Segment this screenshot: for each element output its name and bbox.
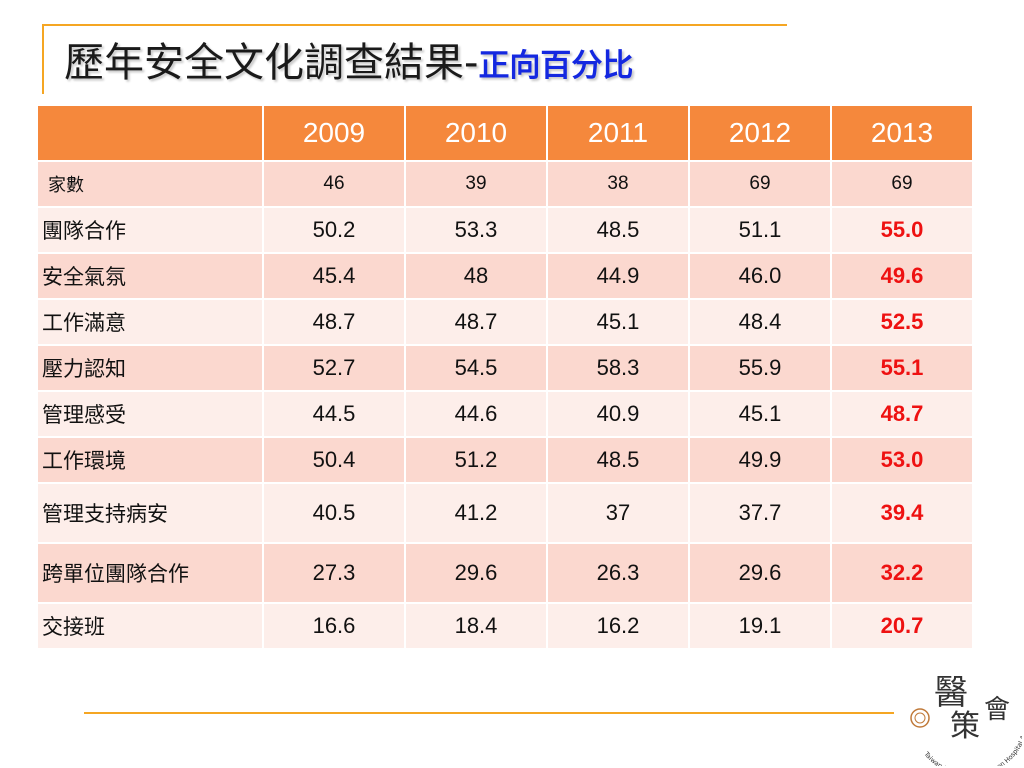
- table-cell: 39: [404, 160, 548, 208]
- table-cell: 44.5: [262, 390, 406, 438]
- table-row: 安全氣氛 45.4 48 44.9 46.0 49.6: [36, 252, 974, 300]
- table-cell: 55.9: [688, 344, 832, 392]
- highlight-cell: 49.6: [830, 252, 974, 300]
- table-cell: 52.7: [262, 344, 406, 392]
- table-cell: 45.1: [546, 298, 690, 346]
- highlight-cell: 53.0: [830, 436, 974, 484]
- row-label: 管理支持病安: [36, 482, 264, 544]
- title-subtitle: 正向百分比: [478, 48, 634, 84]
- table-cell: 18.4: [404, 602, 548, 650]
- highlight-cell: 52.5: [830, 298, 974, 346]
- table-cell: 48.7: [404, 298, 548, 346]
- header-corner-cell: [36, 104, 264, 162]
- table-cell: 50.4: [262, 436, 406, 484]
- table-row: 交接班 16.6 18.4 16.2 19.1 20.7: [36, 602, 974, 650]
- table-cell: 69: [830, 160, 974, 208]
- table-cell: 48: [404, 252, 548, 300]
- table-cell: 44.6: [404, 390, 548, 438]
- row-label: 工作滿意: [36, 298, 264, 346]
- year-header: 2009: [262, 104, 406, 162]
- highlight-cell: 55.0: [830, 206, 974, 254]
- table-header-row: 2009 2010 2011 2012 2013: [36, 104, 974, 162]
- row-label: 管理感受: [36, 390, 264, 438]
- table-cell: 29.6: [404, 542, 548, 604]
- table-cell: 49.9: [688, 436, 832, 484]
- highlight-cell: 20.7: [830, 602, 974, 650]
- row-label: 團隊合作: [36, 206, 264, 254]
- table-cell: 48.5: [546, 206, 690, 254]
- highlight-cell: 32.2: [830, 542, 974, 604]
- table-cell: 37: [546, 482, 690, 544]
- table-cell: 48.5: [546, 436, 690, 484]
- highlight-cell: 39.4: [830, 482, 974, 544]
- year-header: 2011: [546, 104, 690, 162]
- table-cell: 48.7: [262, 298, 406, 346]
- table-row: 工作環境 50.4 51.2 48.5 49.9 53.0: [36, 436, 974, 484]
- title-main: 歷年安全文化調查結果-: [64, 40, 479, 86]
- table-cell: 51.1: [688, 206, 832, 254]
- logo-seal-glyph-1: 醫: [934, 673, 968, 713]
- table-cell: 37.7: [688, 482, 832, 544]
- table-cell: 38: [546, 160, 690, 208]
- table-cell: 50.2: [262, 206, 406, 254]
- survey-results-table: 2009 2010 2011 2012 2013 家數 46 39 38 69 …: [36, 104, 974, 650]
- table-cell: 45.4: [262, 252, 406, 300]
- table-cell: 19.1: [688, 602, 832, 650]
- table-cell: 46: [262, 160, 406, 208]
- table-cell: 29.6: [688, 542, 832, 604]
- row-label: 跨單位團隊合作: [36, 542, 264, 604]
- highlight-cell: 55.1: [830, 344, 974, 392]
- table-row: 跨單位團隊合作 27.3 29.6 26.3 29.6 32.2: [36, 542, 974, 604]
- table-cell: 40.5: [262, 482, 406, 544]
- seal-emblem-icon: [910, 708, 930, 728]
- year-header: 2013: [830, 104, 974, 162]
- table-cell: 26.3: [546, 542, 690, 604]
- year-header: 2010: [404, 104, 548, 162]
- table-row: 家數 46 39 38 69 69: [36, 160, 974, 208]
- highlight-cell: 48.7: [830, 390, 974, 438]
- logo-seal-glyph-2: 策: [950, 709, 980, 744]
- table-cell: 16.6: [262, 602, 406, 650]
- row-label: 安全氣氛: [36, 252, 264, 300]
- table-row: 壓力認知 52.7 54.5 58.3 55.9 55.1: [36, 344, 974, 392]
- table-cell: 46.0: [688, 252, 832, 300]
- table-cell: 58.3: [546, 344, 690, 392]
- table-row: 管理感受 44.5 44.6 40.9 45.1 48.7: [36, 390, 974, 438]
- table-cell: 54.5: [404, 344, 548, 392]
- table-row: 工作滿意 48.7 48.7 45.1 48.4 52.5: [36, 298, 974, 346]
- row-label: 交接班: [36, 602, 264, 650]
- table-cell: 48.4: [688, 298, 832, 346]
- table-row: 管理支持病安 40.5 41.2 37 37.7 39.4: [36, 482, 974, 544]
- table-cell: 16.2: [546, 602, 690, 650]
- table-cell: 69: [688, 160, 832, 208]
- table-row: 團隊合作 50.2 53.3 48.5 51.1 55.0: [36, 206, 974, 254]
- title-top-rule: [42, 24, 787, 26]
- table-cell: 45.1: [688, 390, 832, 438]
- title-side-rule: [42, 24, 44, 94]
- footer-rule: [84, 712, 894, 714]
- year-header: 2012: [688, 104, 832, 162]
- table-cell: 27.3: [262, 542, 406, 604]
- table-cell: 53.3: [404, 206, 548, 254]
- row-label: 家數: [36, 160, 264, 208]
- organization-logo: 醫 策 會 Taiwan Joint Commission on Hospita…: [910, 673, 1022, 766]
- slide-title: 歷年安全文化調查結果- 正向百分比: [64, 30, 633, 86]
- row-label: 壓力認知: [36, 344, 264, 392]
- table-cell: 40.9: [546, 390, 690, 438]
- table-cell: 41.2: [404, 482, 548, 544]
- table-cell: 51.2: [404, 436, 548, 484]
- logo-seal-glyph-3: 會: [984, 695, 1010, 725]
- row-label: 工作環境: [36, 436, 264, 484]
- table-cell: 44.9: [546, 252, 690, 300]
